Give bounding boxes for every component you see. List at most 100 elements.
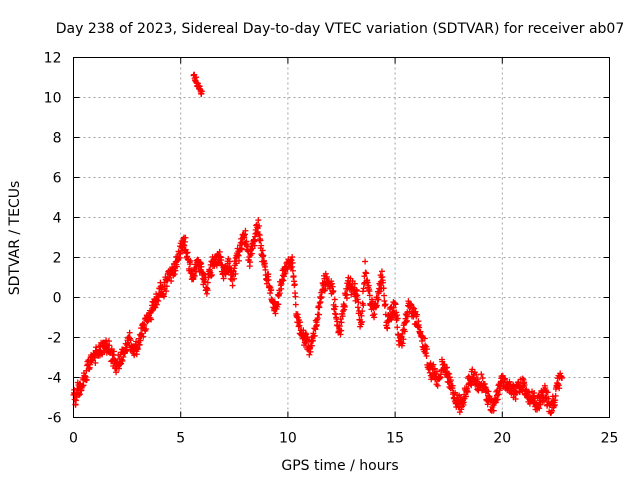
data-point xyxy=(479,375,486,382)
data-point xyxy=(160,293,167,300)
data-point xyxy=(276,290,283,297)
data-point xyxy=(490,407,497,414)
data-point xyxy=(394,315,401,322)
x-axis-label: GPS time / hours xyxy=(281,458,398,474)
data-point xyxy=(430,361,437,368)
data-point xyxy=(521,381,528,388)
data-point xyxy=(403,318,410,325)
y-tick-label: -2 xyxy=(48,331,62,347)
data-point xyxy=(478,371,485,378)
data-point xyxy=(371,311,378,318)
data-point xyxy=(259,247,266,254)
data-point xyxy=(242,227,249,234)
data-point xyxy=(401,328,408,335)
data-point xyxy=(464,389,471,396)
data-point xyxy=(306,351,313,358)
data-point xyxy=(332,303,339,310)
data-point xyxy=(232,270,239,277)
data-point xyxy=(292,301,299,308)
data-point xyxy=(494,396,501,403)
data-point xyxy=(474,386,481,393)
grid-lines xyxy=(73,57,610,418)
data-point xyxy=(190,272,197,279)
x-tick-label: 10 xyxy=(279,431,297,447)
data-point xyxy=(458,406,465,413)
data-point xyxy=(361,280,368,287)
y-tick-label: 6 xyxy=(53,171,62,187)
data-point xyxy=(163,288,170,295)
data-point xyxy=(218,257,225,264)
data-point xyxy=(255,231,262,238)
data-point xyxy=(447,377,454,384)
data-point xyxy=(265,271,272,278)
data-point xyxy=(328,280,335,287)
data-point xyxy=(99,351,106,358)
data-point xyxy=(282,270,289,277)
data-point xyxy=(119,357,126,364)
data-point xyxy=(315,303,322,310)
data-point xyxy=(422,350,429,357)
data-point xyxy=(204,287,211,294)
data-point xyxy=(351,280,358,287)
data-point xyxy=(317,295,324,302)
data-point xyxy=(258,242,265,249)
data-point xyxy=(495,391,502,398)
data-point xyxy=(289,259,296,266)
data-point xyxy=(311,332,318,339)
y-tick-label: -6 xyxy=(48,411,62,427)
data-point xyxy=(262,266,269,273)
data-point xyxy=(457,394,464,401)
x-tick-label: 15 xyxy=(386,431,404,447)
data-point xyxy=(552,392,559,399)
data-point xyxy=(378,268,385,275)
data-point xyxy=(423,352,430,359)
data-point xyxy=(76,391,83,398)
data-point xyxy=(354,296,361,303)
data-point xyxy=(331,296,338,303)
data-point xyxy=(267,290,274,297)
data-point xyxy=(358,318,365,325)
data-point xyxy=(380,285,387,292)
data-point xyxy=(173,263,180,270)
x-tick-labels: 0 5 10 15 20 25 xyxy=(69,431,618,447)
data-point xyxy=(251,242,258,249)
data-point xyxy=(434,382,441,389)
data-point xyxy=(268,286,275,293)
data-point xyxy=(537,401,544,408)
data-point xyxy=(531,390,538,397)
data-point xyxy=(446,370,453,377)
data-point xyxy=(281,270,288,277)
data-point xyxy=(256,222,263,229)
data-point xyxy=(275,301,282,308)
data-point xyxy=(559,374,566,381)
data-point xyxy=(260,252,267,259)
data-point xyxy=(331,306,338,313)
data-point xyxy=(363,270,370,277)
data-point xyxy=(163,283,170,290)
data-point xyxy=(292,293,299,300)
data-point xyxy=(411,305,418,312)
data-point xyxy=(316,311,323,318)
data-point xyxy=(110,348,117,355)
data-point xyxy=(376,288,383,295)
data-point xyxy=(544,389,551,396)
data-point xyxy=(423,346,430,353)
data-point xyxy=(117,361,124,368)
data-point xyxy=(243,238,250,245)
data-point xyxy=(353,293,360,300)
data-point xyxy=(289,254,296,261)
data-point xyxy=(127,337,134,344)
data-point xyxy=(143,325,150,332)
data-point xyxy=(312,326,319,333)
data-point xyxy=(359,308,366,315)
axis-ticks xyxy=(73,57,610,418)
y-tick-label: -4 xyxy=(48,371,62,387)
data-point xyxy=(113,369,120,376)
data-point xyxy=(409,304,416,311)
data-point xyxy=(506,378,513,385)
data-point xyxy=(474,376,481,383)
data-point xyxy=(373,302,380,309)
data-point xyxy=(413,311,420,318)
data-point xyxy=(400,336,407,343)
data-point xyxy=(338,327,345,334)
